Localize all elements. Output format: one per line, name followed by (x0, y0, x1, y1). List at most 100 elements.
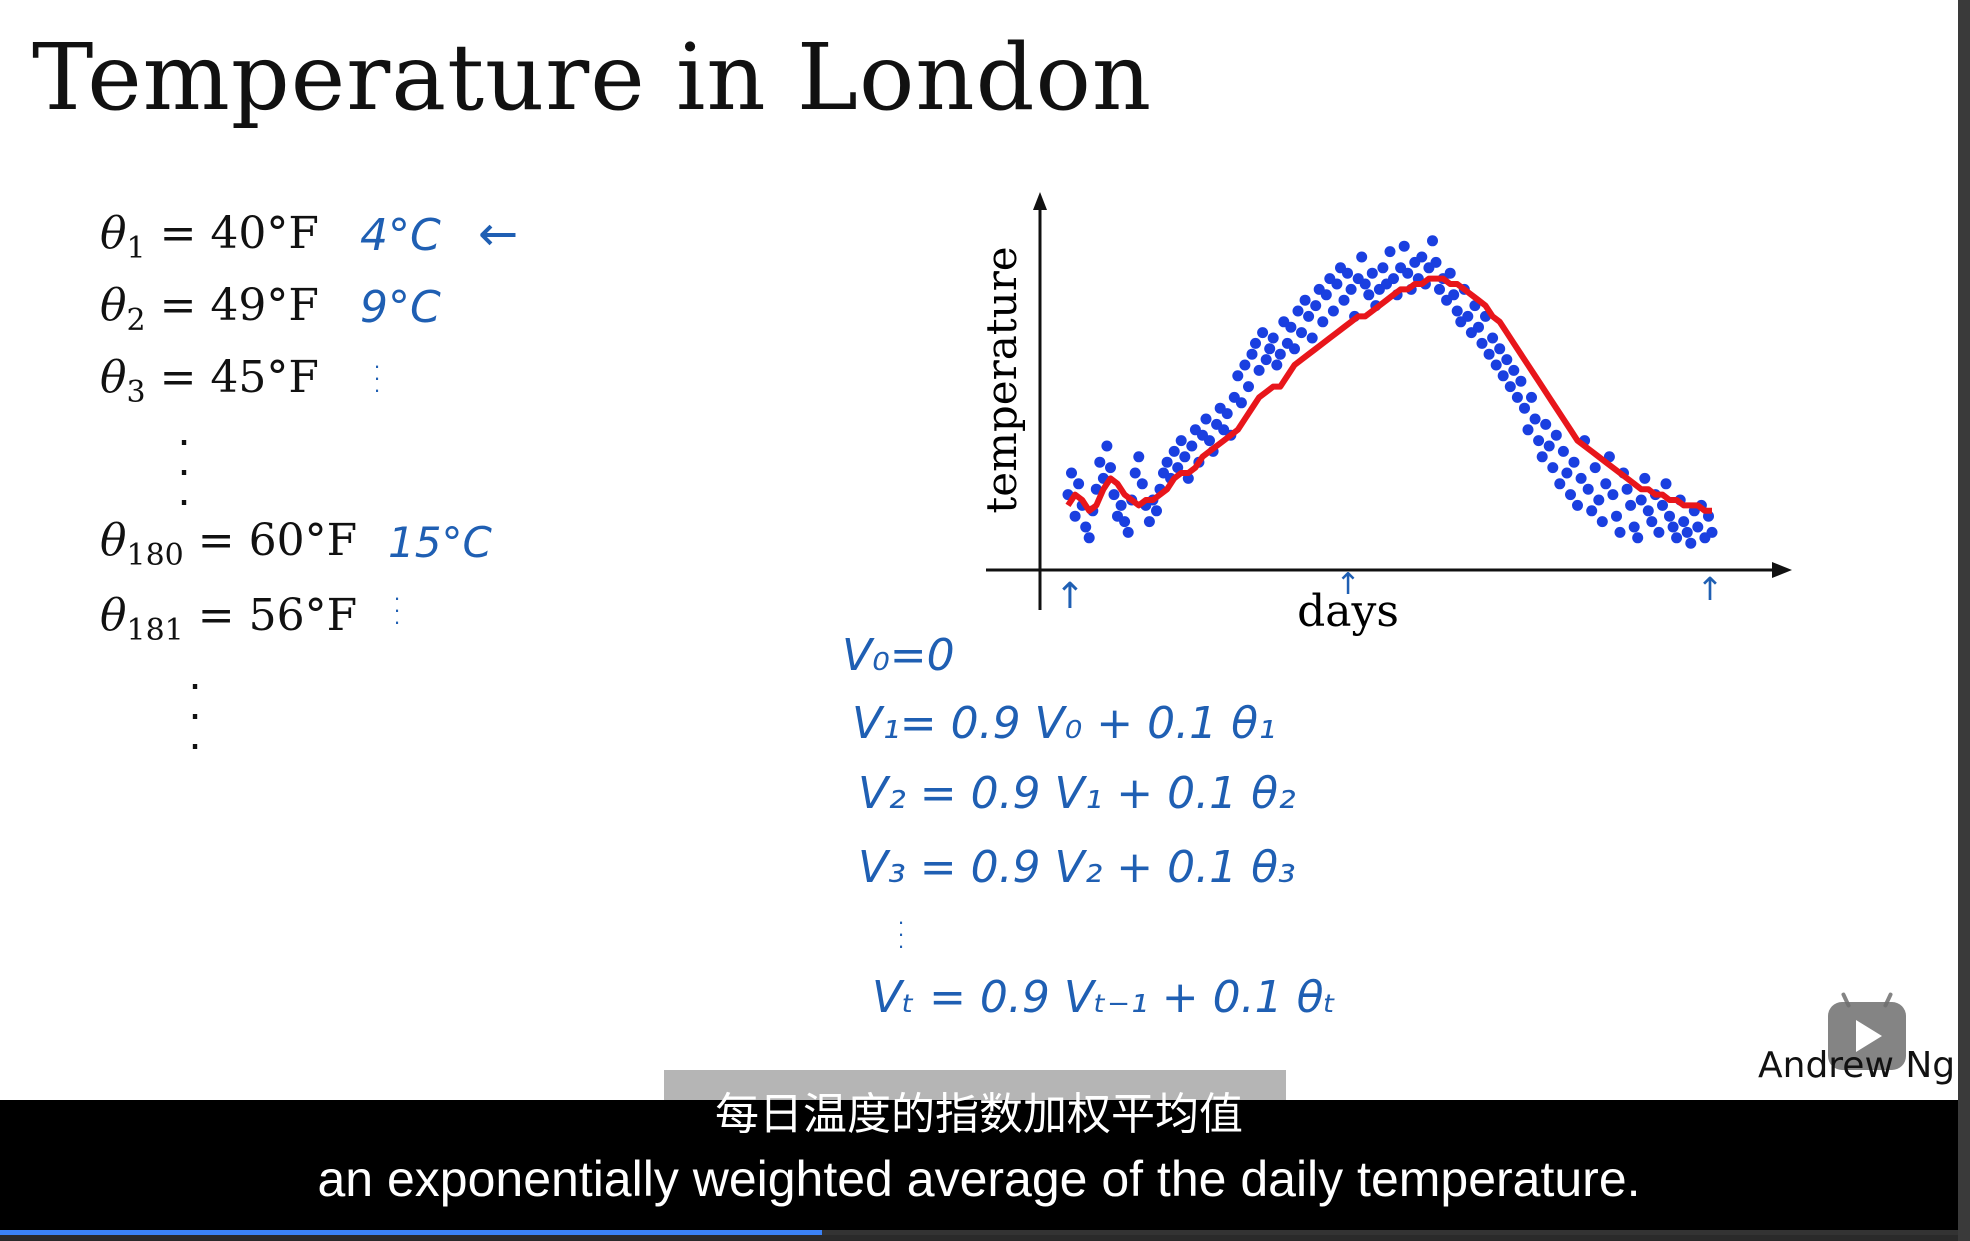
scatter-point (1614, 526, 1626, 538)
scatter-point (1129, 467, 1141, 479)
scatter-point (1356, 251, 1368, 263)
theta-symbol: θ (100, 590, 127, 641)
scatter-point (1200, 413, 1212, 425)
scatter-point (1327, 305, 1339, 317)
scatter-point (1359, 278, 1371, 290)
scatter-point (1582, 483, 1594, 495)
scatter-point (1473, 321, 1484, 333)
scatter-point (1533, 435, 1545, 447)
scatter-point (1232, 370, 1244, 382)
scatter-point (1250, 337, 1261, 349)
scatter-point (1331, 278, 1343, 290)
lecture-slide: Temperature in London θ1 = 40°F θ2 = 49°… (0, 0, 1958, 1100)
scatter-point (1575, 472, 1587, 484)
scatter-point (1483, 348, 1495, 360)
scatter-point (1448, 289, 1460, 301)
handwritten-marker-start: ↑ (1055, 576, 1085, 617)
scatter-point (1430, 256, 1442, 268)
scatter-point (1303, 310, 1315, 322)
scatter-point (1540, 418, 1552, 430)
bilibili-play-icon[interactable] (1828, 991, 1906, 1070)
scatter-point (1593, 494, 1605, 506)
theta-subscript: 180 (126, 538, 184, 573)
handwritten-formula-v1: V₁= 0.9 V₀ + 0.1 θ₁ (852, 698, 1276, 749)
scatter-point (1589, 462, 1601, 474)
scatter-point (1706, 526, 1718, 538)
handwritten-formula-vt: Vₜ = 0.9 Vₜ₋₁ + 0.1 θₜ (872, 972, 1337, 1023)
scatter-point (1632, 532, 1644, 544)
handwritten-formula-v0: V₀=0 (842, 630, 955, 681)
vertical-ellipsis: · · · (187, 657, 203, 769)
scatter-point (1320, 289, 1332, 301)
scatter-point (1299, 294, 1311, 306)
scatter-point (1526, 391, 1537, 403)
scatter-point (1377, 262, 1389, 274)
scatter-point (1119, 516, 1131, 528)
scatter-point (1366, 267, 1378, 279)
equation-theta-180: θ180 = 60°F (100, 515, 357, 573)
scatter-point (1274, 348, 1286, 360)
vertical-ellipsis: · · · (176, 413, 192, 525)
scatter-point (1642, 505, 1654, 517)
scatter-point (1260, 354, 1272, 366)
scatter-point (1306, 332, 1318, 344)
scatter-point (1285, 321, 1297, 333)
scatter-point (1122, 526, 1134, 538)
scatter-point (1671, 532, 1683, 544)
progress-bar[interactable] (0, 1230, 1958, 1235)
equation-theta-2: θ2 = 49°F (100, 280, 319, 338)
scatter-point (1685, 537, 1697, 549)
theta-symbol: θ (100, 515, 127, 566)
scatter-point (1664, 510, 1675, 522)
scatter-point (1660, 478, 1672, 490)
temperature-chart: temperature days ↑ ↑ ↑ (977, 192, 1792, 637)
scatter-point (1094, 456, 1106, 468)
y-axis-label: temperature (977, 246, 1026, 513)
scatter-point (1080, 521, 1092, 533)
equation-theta-3: θ3 = 45°F (100, 352, 319, 410)
scatter-point (1179, 451, 1191, 463)
theta-subscript: 3 (126, 375, 146, 410)
scatter-point (1653, 526, 1665, 538)
scatter-point (1621, 483, 1633, 495)
scatter-point (1384, 246, 1396, 258)
progress-bar-fill (0, 1230, 823, 1235)
scatter-point (1345, 283, 1357, 295)
scatter-point (1271, 359, 1283, 371)
scatter-point (1398, 240, 1410, 252)
scatter-point (1529, 413, 1541, 425)
scatter-point (1289, 343, 1300, 355)
scatter-point (1572, 499, 1583, 511)
scatter-point (1692, 521, 1704, 533)
handwritten-marker-mid: ↑ (1335, 567, 1360, 602)
handwritten-celsius-1: 4°C (360, 210, 441, 261)
scatter-point (1522, 424, 1534, 436)
scatter-point (1253, 364, 1265, 376)
equation-rhs: = 45°F (145, 352, 319, 403)
scatter-point (1600, 478, 1612, 490)
handwritten-formula-v3: V₃ = 0.9 V₂ + 0.1 θ₃ (858, 842, 1296, 893)
scatter-point (1536, 451, 1548, 463)
scatter-point (1073, 478, 1085, 490)
x-axis-arrowhead (1772, 562, 1792, 578)
theta-subscript: 2 (126, 303, 146, 338)
scatter-point (1586, 505, 1598, 517)
scatter-point (1497, 370, 1509, 382)
theta-subscript: 181 (126, 613, 184, 648)
handwritten-dots: · · · (373, 353, 381, 402)
scatter-point (1296, 327, 1307, 339)
scatter-point (1490, 359, 1502, 371)
scatter-point (1317, 316, 1329, 328)
scatter-point (1681, 526, 1693, 538)
equation-rhs: = 49°F (145, 280, 319, 331)
scatter-point (1151, 505, 1162, 517)
scatter-point (1508, 364, 1520, 376)
scatter-point (1543, 440, 1555, 452)
scatter-point (1550, 429, 1562, 441)
scatter-point (1186, 440, 1198, 452)
scatter-point (1427, 235, 1438, 247)
handwritten-formula-v2: V₂ = 0.9 V₁ + 0.1 θ₂ (858, 768, 1296, 819)
scatter-point (1434, 283, 1445, 295)
scatter-point (1168, 445, 1180, 457)
